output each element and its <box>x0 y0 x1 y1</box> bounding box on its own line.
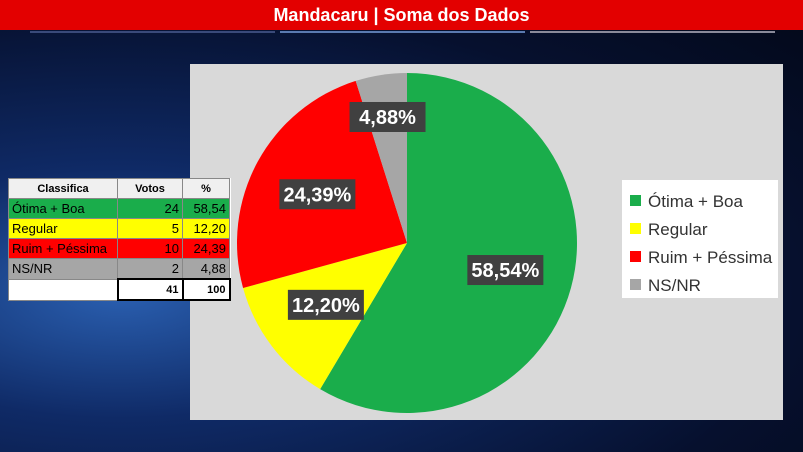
table-cell: 2 <box>117 258 183 280</box>
legend-label: Ruim + Péssima <box>648 248 773 267</box>
chart: 58,54% 12,20% 24,39% 4,88% Ótima + Boa Regula… <box>237 73 778 413</box>
rule <box>530 31 775 33</box>
table-cell: 4,88 <box>182 258 230 280</box>
legend-label: NS/NR <box>648 276 701 295</box>
table-row: Ótima + Boa 24 58,54 <box>8 198 230 219</box>
table-row: NS/NR 2 4,88 <box>8 258 230 280</box>
table-row: Regular 5 12,20 <box>8 218 230 239</box>
column-header: % <box>182 178 230 199</box>
table-cell: 41 <box>116 278 184 301</box>
table-cell: NS/NR <box>8 258 118 280</box>
table-cell: Ruim + Péssima <box>8 238 118 259</box>
title-bar: Mandacaru | Soma dos Dados <box>0 0 803 30</box>
title: Mandacaru | Soma dos Dados <box>273 5 530 25</box>
table-header: Classifica Votos% <box>8 178 230 199</box>
table-cell: 100 <box>181 278 231 301</box>
legend-swatch <box>630 195 641 206</box>
table-total: 41 100 <box>8 278 231 301</box>
label-box <box>279 179 356 210</box>
chart-panel: 58,54% 12,20% 24,39% 4,88% Ótima + Boa Regula… <box>190 64 783 420</box>
table-cell: 58,54 <box>182 198 230 219</box>
table-cell: 24,39 <box>182 238 230 259</box>
table-cell: 24 <box>117 198 183 219</box>
column-header: Votos <box>117 178 183 199</box>
data-label: 12,20% <box>292 295 360 317</box>
rule <box>280 31 525 33</box>
legend-swatch <box>630 251 641 262</box>
label-box <box>287 289 364 320</box>
table-cell: Regular <box>8 218 118 239</box>
data-label: 58,54% <box>471 260 539 282</box>
column-header: Classifica <box>8 178 118 199</box>
legend-label: Regular <box>648 220 708 239</box>
pie-slice <box>320 73 577 413</box>
table-cell: 12,20 <box>182 218 230 239</box>
data-label: 4,88% <box>359 107 416 129</box>
data-label: 24,39% <box>283 184 351 206</box>
table-cell: 10 <box>117 238 183 259</box>
legend-swatch <box>630 279 641 290</box>
table-cell <box>8 278 118 301</box>
label-box <box>467 255 544 286</box>
table-cell: 5 <box>117 218 183 239</box>
legend-box <box>622 180 778 298</box>
data-table: Classifica Votos% Ótima + Boa 24 58,54 Regula… <box>8 178 231 301</box>
table-row: Ruim + Péssima 10 24,39 <box>8 238 230 259</box>
rule <box>30 31 275 33</box>
legend-label: Ótima + Boa <box>648 192 744 211</box>
table-cell: Ótima + Boa <box>8 198 118 219</box>
legend-swatch <box>630 223 641 234</box>
label-box <box>349 101 426 132</box>
